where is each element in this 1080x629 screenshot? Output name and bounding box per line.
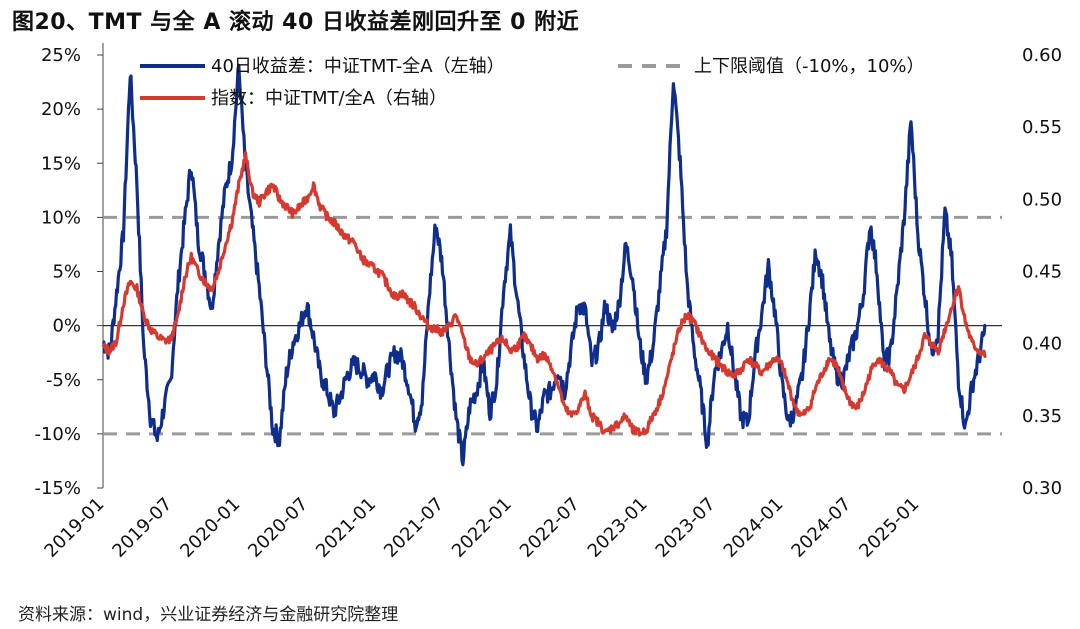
y-right-tick-label: 0.50 [1022, 189, 1062, 210]
y-right-tick-label: 0.60 [1022, 45, 1062, 66]
y-left-tick-label: -5% [46, 370, 81, 391]
legend-label-diff: 40日收益差：中证TMT-全A（左轴） [211, 56, 505, 77]
legend-label-index: 指数：中证TMT/全A（右轴） [211, 88, 447, 109]
x-tick-label: 2022-07 [516, 494, 584, 562]
series-line-index [101, 151, 988, 437]
y-left-tick-label: 25% [41, 45, 81, 66]
y-left-tick-label: 15% [41, 153, 81, 174]
source-note: 资料来源：wind，兴业证券经济与金融研究院整理 [18, 605, 399, 625]
x-tick-label: 2021-07 [380, 494, 448, 562]
x-tick-label: 2025-01 [855, 494, 923, 562]
x-axis: 2019-01 2019-07 2020-01 2020-07 2021-01 2021-… [40, 494, 923, 562]
y-left-tick-label: 5% [52, 262, 81, 283]
y-right-tick-label: 0.40 [1022, 334, 1062, 355]
x-tick-label: 2023-01 [584, 494, 652, 562]
x-tick-label: 2023-07 [652, 494, 720, 562]
y-left-tick-label: -15% [34, 478, 81, 499]
x-tick-label: 2022-01 [448, 494, 516, 562]
y-right-tick-label: 0.45 [1022, 262, 1062, 283]
y-left-tick-label: 0% [52, 316, 81, 337]
y-left-tick-label: 20% [41, 99, 81, 120]
y-right-tick-label: 0.55 [1022, 117, 1062, 138]
y-left-axis: 25% 20% 15% 10% 5% 0% -5% -10% -15% [34, 45, 103, 499]
y-left-tick-label: 10% [41, 207, 81, 228]
legend-label-threshold: 上下限阈值（-10%，10%） [694, 56, 925, 77]
y-right-tick-label: 0.35 [1022, 406, 1062, 427]
y-right-axis: 0.60 0.55 0.50 0.45 0.40 0.35 0.30 [1022, 45, 1062, 499]
x-tick-label: 2024-07 [787, 494, 855, 562]
y-left-tick-label: -10% [34, 424, 81, 445]
chart-title: 图20、TMT 与全 A 滚动 40 日收益差刚回升至 0 附近 [12, 10, 580, 35]
legend: 40日收益差：中证TMT-全A（左轴） 上下限阈值（-10%，10%） 指数：中… [140, 56, 925, 109]
y-right-tick-label: 0.30 [1022, 478, 1062, 499]
x-tick-label: 2020-01 [176, 494, 244, 562]
x-tick-label: 2020-07 [244, 494, 312, 562]
x-tick-label: 2019-01 [40, 494, 108, 562]
x-tick-label: 2024-01 [720, 494, 788, 562]
x-tick-label: 2019-07 [108, 494, 176, 562]
x-tick-label: 2021-01 [312, 494, 380, 562]
